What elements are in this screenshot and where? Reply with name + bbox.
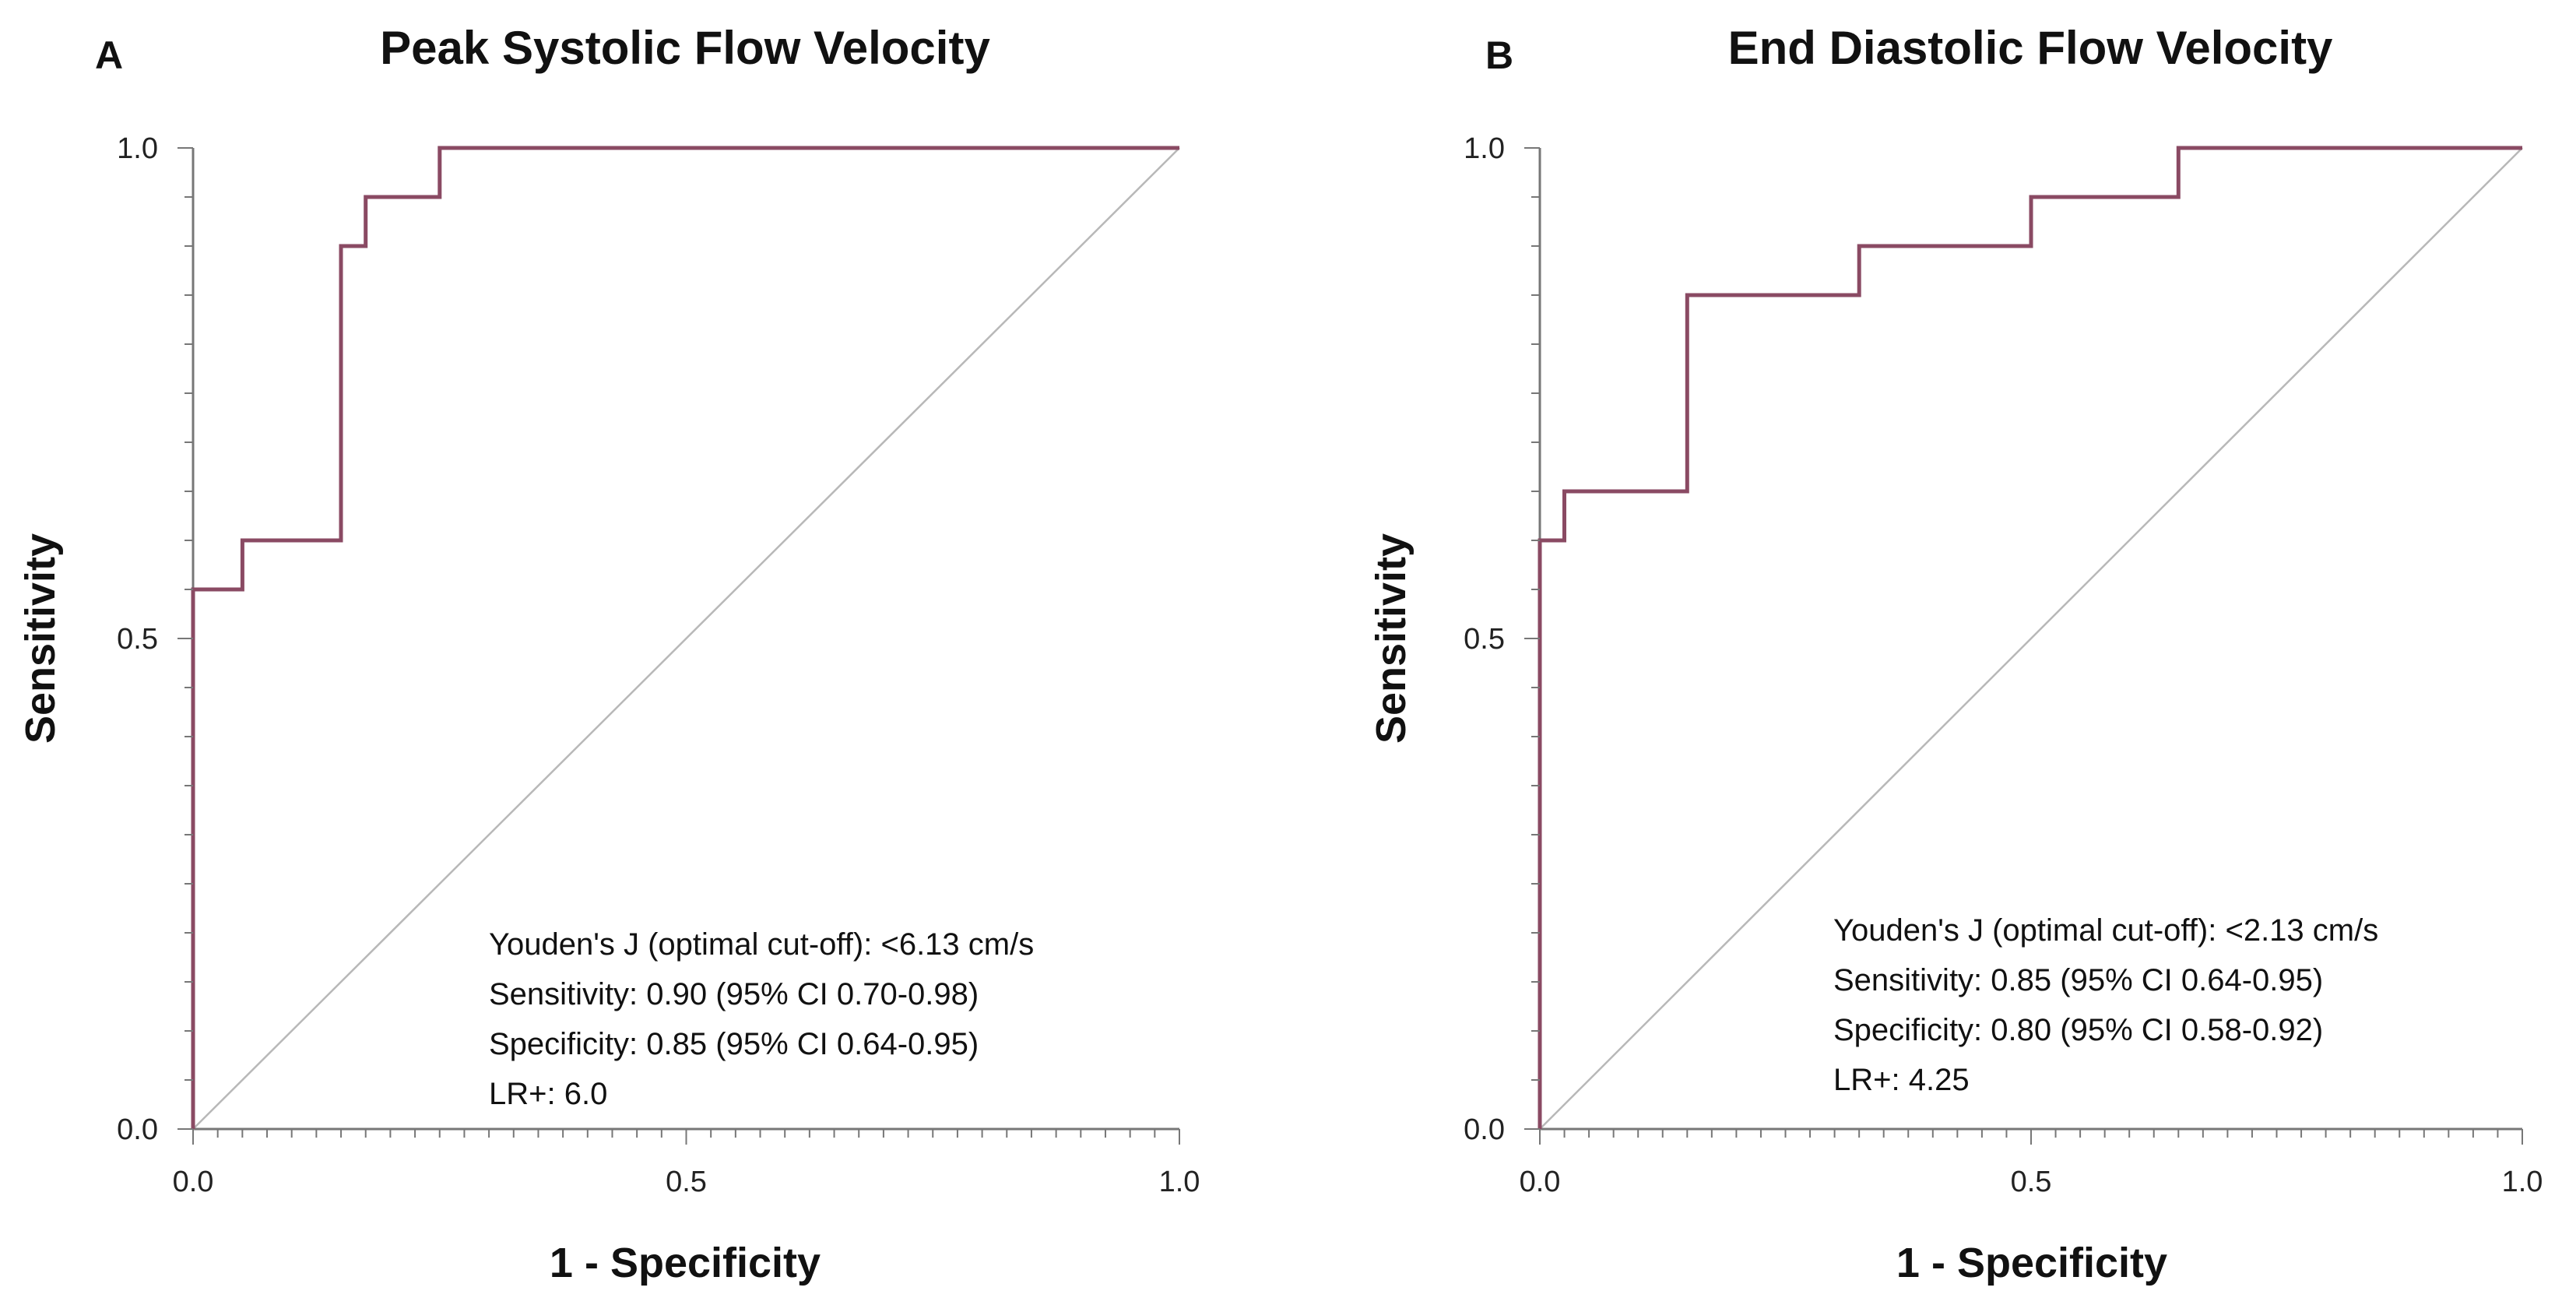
y-tick-label: 0.5 xyxy=(1464,623,1505,656)
chart-title: End Diastolic Flow Velocity xyxy=(1728,22,2333,74)
annotation-line: LR+: 6.0 xyxy=(489,1077,607,1111)
x-tick-label: 0.0 xyxy=(173,1166,214,1198)
roc-curve-line xyxy=(191,146,1179,1129)
x-tick-label: 0.5 xyxy=(2011,1166,2052,1198)
x-axis-label: 1 - Specificity xyxy=(1896,1240,2167,1286)
reference-diagonal-line xyxy=(1539,147,2523,1130)
y-tick-label: 0.0 xyxy=(1464,1113,1505,1146)
roc-curve-line xyxy=(1538,146,2522,1129)
ticks: 0.0 0.5 1.0 0.0 0.5 1.0 xyxy=(117,132,1200,1198)
annotation-line: Sensitivity: 0.90 (95% CI 0.70-0.98) xyxy=(489,977,979,1011)
panel-a: A Peak Systolic Flow Velocity 0.0 0.5 1.00… xyxy=(17,22,1200,1286)
x-tick-label: 0.5 xyxy=(666,1166,707,1198)
y-axis-label: Sensitivity xyxy=(1368,533,1415,744)
annotation-line: Sensitivity: 0.85 (95% CI 0.64-0.95) xyxy=(1833,963,2323,997)
series-layer xyxy=(191,146,1180,1130)
reference-diagonal-line xyxy=(192,147,1180,1130)
y-tick-label: 1.0 xyxy=(117,132,158,165)
y-axis-label: Sensitivity xyxy=(17,533,64,744)
annotation-block: Youden's J (optimal cut-off): <2.13 cm/s… xyxy=(1833,913,2378,1097)
ticks: 0.0 0.5 1.0 0.0 0.5 1.0 xyxy=(1464,132,2543,1198)
chart-title: Peak Systolic Flow Velocity xyxy=(380,22,990,74)
x-tick-label: 1.0 xyxy=(1159,1166,1200,1198)
x-tick-label: 1.0 xyxy=(2502,1166,2543,1198)
panel-b: B End Diastolic Flow Velocity 0.0 0.5 1.00… xyxy=(1368,22,2543,1286)
annotation-line: Youden's J (optimal cut-off): <6.13 cm/s xyxy=(489,927,1034,962)
panel-label: A xyxy=(95,33,123,77)
annotation-line: Youden's J (optimal cut-off): <2.13 cm/s xyxy=(1833,913,2378,948)
y-tick-label: 0.5 xyxy=(117,623,158,656)
y-tick-label: 0.0 xyxy=(117,1113,158,1146)
panel-label: B xyxy=(1485,33,1513,77)
annotation-line: LR+: 4.25 xyxy=(1833,1063,1970,1097)
annotation-line: Specificity: 0.85 (95% CI 0.64-0.95) xyxy=(489,1027,979,1061)
series-layer xyxy=(1538,146,2523,1130)
x-tick-label: 0.0 xyxy=(1520,1166,1561,1198)
annotation-line: Specificity: 0.80 (95% CI 0.58-0.92) xyxy=(1833,1013,2323,1047)
y-tick-label: 1.0 xyxy=(1464,132,1505,165)
x-axis-label: 1 - Specificity xyxy=(550,1240,821,1286)
annotation-block: Youden's J (optimal cut-off): <6.13 cm/s… xyxy=(489,927,1034,1111)
